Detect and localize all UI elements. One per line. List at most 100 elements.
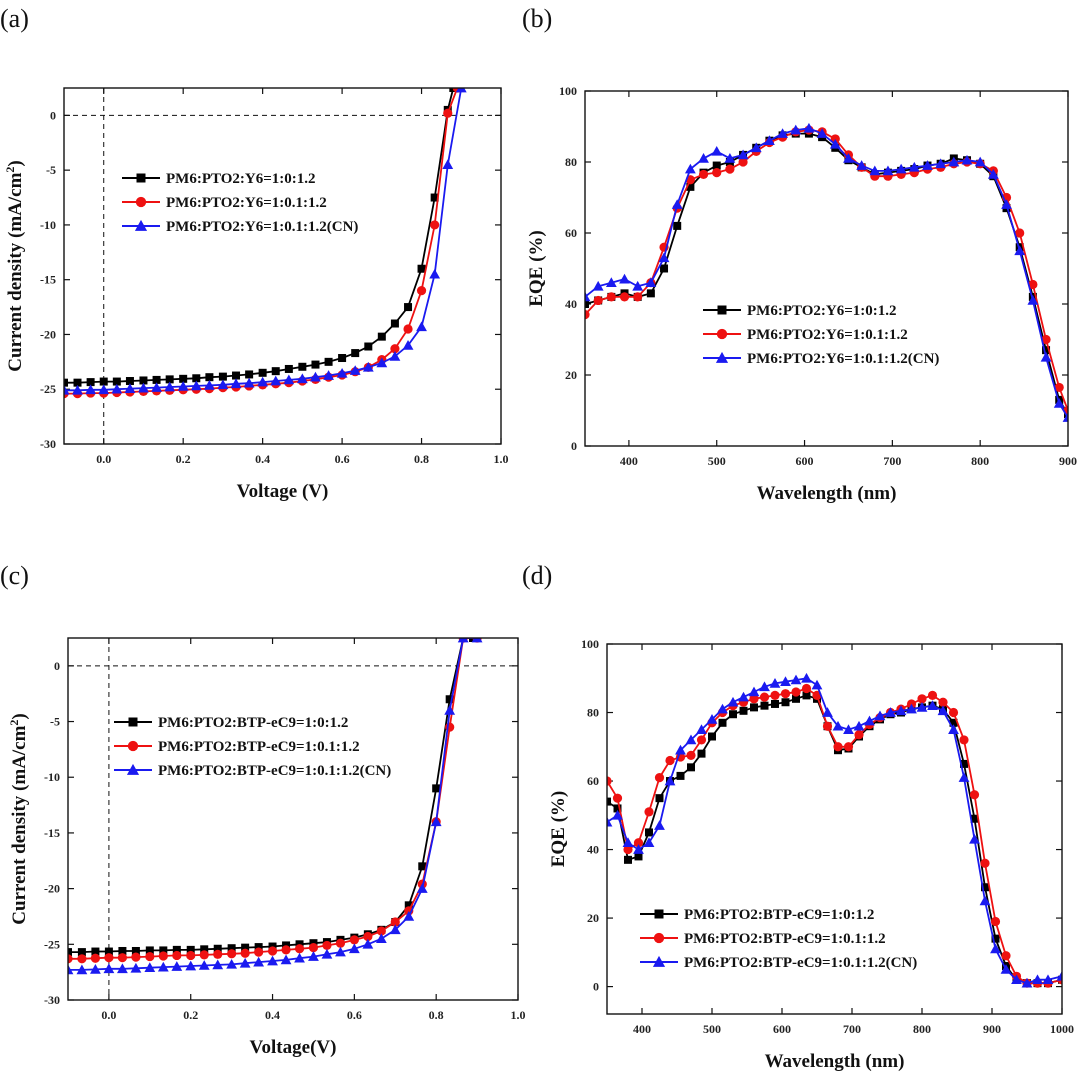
data-point <box>633 292 643 302</box>
data-point <box>417 264 426 273</box>
data-point <box>696 735 707 745</box>
data-point <box>686 182 695 191</box>
data-point <box>338 354 347 363</box>
data-point <box>258 368 267 377</box>
data-point <box>232 371 241 380</box>
y-tick-label: 80 <box>565 155 577 169</box>
data-point <box>157 961 169 972</box>
x-tick-label: 0.4 <box>255 452 270 466</box>
y-tick-label: -20 <box>40 327 56 341</box>
data-point <box>1054 382 1064 393</box>
data-point <box>348 943 360 954</box>
data-point <box>864 715 875 726</box>
data-point <box>612 793 623 803</box>
data-point <box>970 814 979 823</box>
data-point <box>152 375 161 384</box>
data-point <box>443 108 453 118</box>
data-point <box>665 755 675 766</box>
data-point <box>212 959 224 970</box>
data-point <box>1041 334 1051 345</box>
data-point <box>103 963 115 974</box>
data-point <box>906 703 917 714</box>
data-point <box>351 349 360 358</box>
y-tick-label: 0 <box>571 439 577 453</box>
legend-a: PM6:PTO2:Y6=1:0:1.2 PM6:PTO2:Y6=1:0.1:1.2… <box>122 171 358 235</box>
data-point <box>404 303 413 312</box>
data-point <box>748 686 760 697</box>
data-point <box>165 375 174 384</box>
plot-frame <box>584 90 1069 447</box>
data-point <box>708 732 716 741</box>
data-point <box>961 154 973 165</box>
data-point <box>230 378 242 389</box>
y-tick-label: 0 <box>50 108 56 122</box>
data-point <box>158 951 168 961</box>
data-point <box>118 946 127 955</box>
data-point <box>856 160 868 170</box>
y-axis-title: Current density (mA/cm2) <box>7 713 30 924</box>
data-point <box>895 705 907 716</box>
data-point <box>205 373 214 382</box>
data-point <box>145 951 155 962</box>
data-point <box>179 374 188 383</box>
data-point <box>803 122 815 133</box>
data-point <box>607 816 613 827</box>
y-tick-label: -10 <box>44 770 60 784</box>
y-tick-label: -10 <box>40 218 56 232</box>
data-point <box>213 944 222 953</box>
data-point <box>241 943 250 952</box>
data-point <box>874 710 886 721</box>
x-tick-label: 0.2 <box>176 452 191 466</box>
series-line <box>64 88 455 384</box>
y-tick-label: 60 <box>565 226 577 240</box>
data-point <box>790 674 802 685</box>
data-point <box>138 382 149 393</box>
data-point <box>125 377 134 386</box>
data-point <box>432 784 441 793</box>
y-tick-label: 40 <box>587 843 599 857</box>
data-point <box>403 324 413 334</box>
data-point <box>257 376 269 387</box>
data-point <box>750 142 762 153</box>
data-point <box>281 945 291 955</box>
data-point <box>455 88 467 93</box>
data-point <box>68 964 74 975</box>
data-point <box>938 697 948 707</box>
series-c-3 <box>68 638 483 975</box>
data-point <box>430 193 439 202</box>
legend-marker <box>652 955 666 967</box>
data-point <box>430 220 440 230</box>
data-point <box>869 165 881 176</box>
data-point <box>457 638 469 643</box>
data-point <box>706 713 718 724</box>
data-point <box>749 694 759 704</box>
data-point <box>990 943 1001 954</box>
legend-c: PM6:PTO2:BTP-eC9=1:0:1.2 PM6:PTO2:BTP-eC9… <box>114 715 391 779</box>
data-point <box>660 264 669 273</box>
data-point <box>585 300 589 308</box>
plot-frame <box>63 87 502 445</box>
data-point <box>822 707 833 717</box>
data-point <box>311 360 320 369</box>
data-point <box>1014 245 1026 256</box>
data-point <box>131 946 140 955</box>
data-point <box>1015 228 1025 238</box>
data-point <box>243 377 255 388</box>
data-point <box>322 940 332 951</box>
series-line <box>585 127 1068 419</box>
data-point <box>364 342 373 351</box>
data-point <box>199 950 209 960</box>
data-point <box>227 944 236 953</box>
data-point <box>619 292 630 302</box>
data-point <box>198 960 210 970</box>
data-point <box>712 168 722 178</box>
legend-marker <box>135 196 147 208</box>
data-point <box>390 319 399 328</box>
data-point <box>404 901 413 910</box>
data-point <box>403 911 415 921</box>
data-point <box>645 828 653 837</box>
data-point <box>270 375 282 386</box>
data-point <box>724 153 736 163</box>
data-point <box>843 724 854 734</box>
